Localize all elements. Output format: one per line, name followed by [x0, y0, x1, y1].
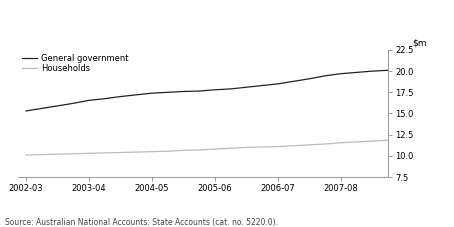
Households	[86, 152, 92, 155]
Households	[275, 145, 281, 148]
Households	[102, 152, 108, 154]
General government	[212, 88, 218, 91]
Line: Households: Households	[26, 140, 388, 155]
General government	[385, 69, 391, 72]
Households	[244, 146, 249, 149]
General government	[307, 77, 312, 80]
Households	[322, 143, 328, 145]
General government	[197, 90, 202, 92]
Households	[23, 154, 29, 156]
General government	[23, 110, 29, 112]
General government	[244, 86, 249, 89]
Text: $m: $m	[413, 38, 427, 47]
General government	[322, 74, 328, 77]
Households	[370, 140, 375, 142]
General government	[291, 80, 296, 83]
General government	[70, 102, 76, 105]
Households	[260, 146, 265, 148]
Households	[70, 152, 76, 155]
Households	[55, 153, 60, 155]
General government	[260, 84, 265, 87]
Households	[197, 149, 202, 151]
Households	[338, 141, 344, 144]
General government	[338, 72, 344, 75]
General government	[86, 99, 92, 102]
General government	[55, 104, 60, 107]
General government	[165, 91, 170, 94]
Households	[307, 143, 312, 146]
General government	[370, 70, 375, 72]
General government	[181, 90, 186, 93]
General government	[275, 82, 281, 85]
Households	[149, 150, 155, 153]
Households	[118, 151, 123, 154]
General government	[354, 71, 360, 74]
Households	[212, 148, 218, 151]
Households	[39, 153, 44, 156]
Households	[354, 141, 360, 143]
Legend: General government, Households: General government, Households	[22, 54, 128, 73]
Line: General government: General government	[26, 70, 388, 111]
Households	[228, 147, 233, 150]
Households	[181, 149, 186, 152]
General government	[39, 107, 44, 110]
General government	[149, 92, 155, 94]
General government	[102, 97, 108, 100]
General government	[133, 94, 139, 96]
Households	[165, 150, 170, 153]
Households	[385, 139, 391, 142]
Households	[133, 151, 139, 153]
General government	[228, 88, 233, 90]
General government	[118, 95, 123, 98]
Text: Source: Australian National Accounts: State Accounts (cat. no. 5220.0).: Source: Australian National Accounts: St…	[5, 218, 277, 227]
Households	[291, 144, 296, 147]
